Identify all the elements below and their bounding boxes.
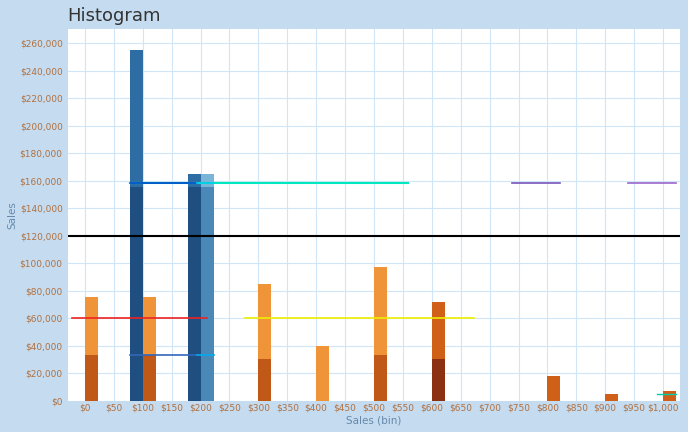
Bar [663,391,676,400]
Bar [259,359,271,400]
Bar [85,355,98,400]
Bar [374,355,387,400]
Bar [142,355,155,400]
Bar [201,187,213,400]
Bar [374,267,387,355]
Y-axis label: Sales: Sales [7,201,17,229]
Bar [548,376,561,400]
Bar [130,187,142,400]
Bar [605,394,619,400]
Bar [142,297,155,355]
Bar [432,302,445,359]
Bar [130,50,142,187]
Bar [432,359,445,400]
Bar [316,346,329,400]
X-axis label: Sales (bin): Sales (bin) [346,415,402,425]
Bar [188,174,201,187]
Bar [201,174,213,187]
Text: Histogram: Histogram [67,7,161,25]
Bar [188,187,201,400]
Bar [85,297,98,355]
Bar [259,284,271,359]
